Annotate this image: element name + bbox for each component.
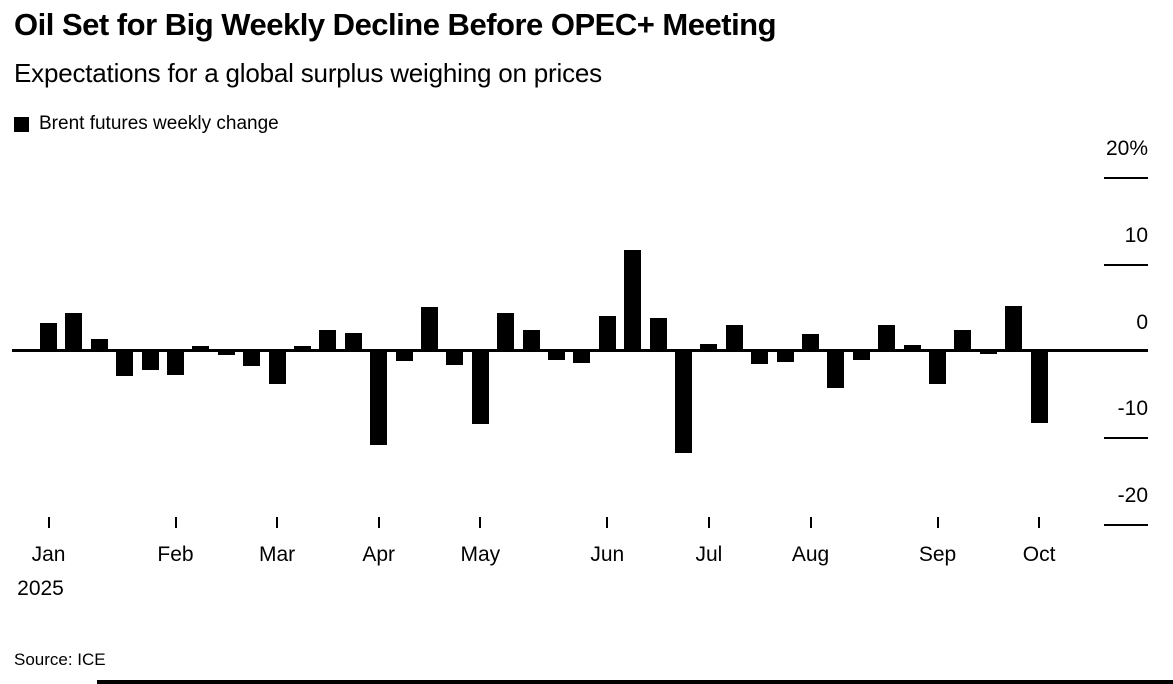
x-axis-tick-oct bbox=[1038, 517, 1041, 528]
bar-week-mar-28 bbox=[344, 332, 362, 349]
bar-week-sep-5 bbox=[929, 351, 946, 384]
bar-week-feb-28 bbox=[243, 351, 261, 366]
bottom-crop-bar bbox=[97, 680, 1173, 684]
bar-week-sep-26 bbox=[1005, 305, 1023, 349]
source-attribution: Source: ICE bbox=[14, 650, 106, 669]
bar-week-aug-29 bbox=[903, 344, 921, 349]
bar-week-sep-19 bbox=[979, 351, 997, 354]
x-axis-tick-jan bbox=[47, 517, 50, 528]
y-axis-label--10: -10 bbox=[1117, 397, 1148, 421]
bar-week-jul-25 bbox=[776, 351, 794, 363]
x-axis-label-jul: Jul bbox=[695, 543, 723, 566]
bar-week-jun-20 bbox=[649, 317, 667, 349]
bar-week-jan-24 bbox=[116, 351, 134, 377]
x-axis-label-jun: Jun bbox=[590, 543, 625, 566]
x-axis-tick-feb bbox=[174, 517, 177, 528]
bar-week-may-2 bbox=[471, 351, 489, 424]
bar-week-feb-7 bbox=[167, 351, 184, 376]
x-axis-year-label: 2025 bbox=[17, 577, 64, 600]
bar-week-feb-14 bbox=[192, 346, 210, 349]
bar-week-jul-4 bbox=[700, 343, 718, 349]
y-axis-label-20: 20% bbox=[1105, 136, 1148, 160]
x-axis-label-jan: Jan bbox=[31, 543, 66, 566]
y-axis-label-10: 10 bbox=[1124, 223, 1148, 247]
bar-week-jul-11 bbox=[725, 324, 743, 349]
bar-week-jan-3 bbox=[40, 323, 57, 349]
bar-week-aug-22 bbox=[878, 324, 896, 349]
y-axis-label-0: 0 bbox=[1136, 310, 1148, 334]
bar-week-sep-12 bbox=[954, 329, 972, 349]
bar-week-aug-8 bbox=[827, 351, 845, 388]
bar-week-jul-18 bbox=[751, 351, 769, 364]
y-axis-tick-20 bbox=[1104, 176, 1148, 179]
bar-week-oct-3 bbox=[1030, 351, 1048, 423]
bar-week-apr-25 bbox=[446, 351, 464, 365]
bar-week-apr-11 bbox=[395, 351, 413, 362]
x-axis-tick-may bbox=[479, 517, 482, 528]
bar-week-jun-27 bbox=[675, 351, 692, 454]
bar-week-apr-18 bbox=[421, 307, 438, 349]
bar-week-apr-4 bbox=[370, 351, 388, 445]
x-axis-label-apr: Apr bbox=[362, 543, 396, 566]
x-axis-tick-apr bbox=[377, 517, 380, 528]
bar-week-jan-10 bbox=[65, 312, 83, 349]
chart-subtitle: Expectations for a global surplus weighi… bbox=[14, 58, 602, 88]
bar-week-mar-7 bbox=[268, 351, 286, 384]
bar-week-may-9 bbox=[497, 312, 515, 349]
legend: Brent futures weekly change bbox=[14, 113, 279, 135]
bar-week-aug-15 bbox=[852, 351, 870, 360]
bar-week-feb-21 bbox=[217, 351, 235, 355]
bar-week-jun-13 bbox=[624, 250, 642, 349]
y-axis-tick-10 bbox=[1104, 263, 1148, 266]
bar-week-mar-14 bbox=[294, 345, 311, 349]
x-axis-tick-sep bbox=[936, 517, 939, 528]
bar-week-aug-1 bbox=[802, 334, 819, 349]
x-axis-label-feb: Feb bbox=[157, 543, 194, 566]
bar-week-may-23 bbox=[548, 351, 565, 360]
bar-week-jan-17 bbox=[90, 338, 108, 349]
x-axis-tick-jul bbox=[707, 517, 710, 528]
bar-week-mar-21 bbox=[319, 329, 337, 349]
bar-week-may-30 bbox=[573, 351, 591, 364]
y-axis-tick--10 bbox=[1104, 437, 1148, 440]
y-axis-tick--20 bbox=[1104, 524, 1148, 527]
x-axis-label-may: May bbox=[460, 543, 501, 566]
bar-week-jun-6 bbox=[598, 316, 616, 349]
legend-swatch-icon bbox=[14, 116, 29, 132]
x-axis-tick-jun bbox=[606, 517, 609, 528]
bar-week-jan-31 bbox=[141, 351, 159, 371]
x-axis-label-mar: Mar bbox=[259, 543, 296, 566]
chart-title: Oil Set for Big Weekly Decline Before OP… bbox=[14, 7, 777, 42]
x-axis-label-oct: Oct bbox=[1022, 543, 1056, 566]
x-axis-tick-aug bbox=[809, 517, 812, 528]
x-axis-label-aug: Aug bbox=[791, 543, 830, 566]
zero-axis-line bbox=[12, 349, 1148, 352]
legend-label: Brent futures weekly change bbox=[39, 113, 279, 134]
bar-week-may-16 bbox=[522, 329, 540, 349]
x-axis-label-sep: Sep bbox=[918, 543, 957, 566]
y-axis-label--20: -20 bbox=[1117, 484, 1148, 508]
x-axis-tick-mar bbox=[276, 517, 279, 528]
